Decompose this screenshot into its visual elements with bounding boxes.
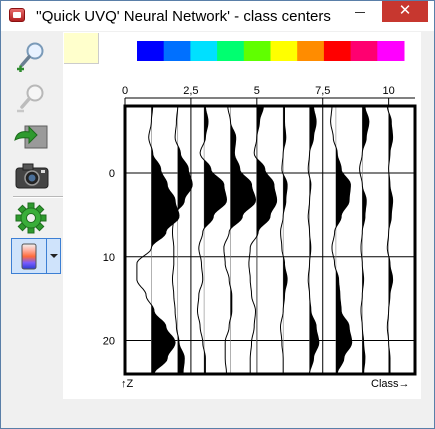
export-image-icon <box>14 125 48 149</box>
zoom-in-icon <box>17 42 44 72</box>
export-image-button[interactable] <box>11 120 55 156</box>
trace-fill <box>362 106 369 374</box>
minimize-button[interactable] <box>345 1 375 23</box>
x-tick-label: 7,5 <box>315 85 330 97</box>
color-legend-swatch <box>297 41 325 61</box>
trace-line <box>359 105 370 375</box>
trace-line <box>248 105 278 374</box>
x-tick-label: 2,5 <box>183 85 198 97</box>
y-axis-ticks: 0 10 20 <box>103 168 115 348</box>
trace-line <box>386 105 394 374</box>
color-scale-icon <box>21 243 37 270</box>
chart-frame <box>123 104 417 376</box>
color-legend-swatch <box>163 41 191 61</box>
tool-strip <box>9 32 67 399</box>
right-margin <box>421 32 434 399</box>
chart-traces <box>136 105 394 375</box>
chevron-down-icon[interactable] <box>50 254 58 258</box>
trace-line <box>307 105 320 375</box>
color-legend <box>137 41 405 61</box>
color-legend-swatch <box>270 41 298 61</box>
trace-line <box>136 105 180 375</box>
chart-area: 0 2,5 5 7,5 10 0 10 20 ↑Z Class→ <box>63 32 421 399</box>
trace-fill <box>256 106 277 374</box>
title-bar[interactable]: ''Quick UVQ' Neural Network' - class cen… <box>1 1 434 31</box>
color-legend-swatch <box>323 41 352 61</box>
status-bar <box>1 399 434 428</box>
gear-icon <box>15 202 47 234</box>
trace-fill <box>151 106 179 374</box>
zoom-out-icon <box>17 84 44 113</box>
trace-line <box>279 106 288 374</box>
trace-fill <box>204 106 227 374</box>
x-tick-label: 10 <box>383 85 395 97</box>
zoom-out-button[interactable] <box>11 79 55 115</box>
trace-fill <box>230 106 256 374</box>
trace-fill <box>335 106 352 374</box>
settings-button[interactable] <box>11 200 55 236</box>
color-scale-button[interactable] <box>11 238 61 274</box>
color-legend-swatch <box>243 41 271 61</box>
y-tick-label: 20 <box>103 336 115 348</box>
snapshot-button[interactable] <box>11 158 55 194</box>
trace-fill <box>177 106 193 374</box>
camera-icon <box>15 163 49 189</box>
app-icon[interactable] <box>9 8 25 22</box>
trace-line <box>172 106 193 375</box>
x-axis-ticks: 0 2,5 5 7,5 10 <box>122 85 415 106</box>
trace-line <box>197 105 228 374</box>
window-title: ''Quick UVQ' Neural Network' - class cen… <box>36 8 331 25</box>
close-button[interactable]: ✕ <box>382 1 428 22</box>
color-swatch[interactable] <box>64 33 99 64</box>
color-legend-swatch <box>350 41 378 61</box>
trace-line <box>223 105 257 375</box>
zoom-in-button[interactable] <box>11 37 55 73</box>
x-tick-label: 5 <box>254 85 260 97</box>
y-tick-label: 10 <box>103 252 115 264</box>
color-legend-swatch <box>190 41 218 61</box>
dropdown-divider <box>46 239 47 273</box>
x-tick-label: 0 <box>122 85 128 97</box>
color-legend-swatch <box>377 41 405 61</box>
toolbar-separator <box>13 196 67 198</box>
x-axis-label: Class→ <box>371 378 410 390</box>
wiggle-chart: 0 2,5 5 7,5 10 0 10 20 ↑Z Class→ <box>103 41 417 390</box>
trace-fill <box>283 106 288 374</box>
y-tick-label: 0 <box>109 168 115 180</box>
trace-line <box>330 105 353 375</box>
y-axis-label: ↑Z <box>121 378 134 390</box>
color-legend-swatch <box>137 41 165 61</box>
color-legend-swatch <box>217 41 245 61</box>
